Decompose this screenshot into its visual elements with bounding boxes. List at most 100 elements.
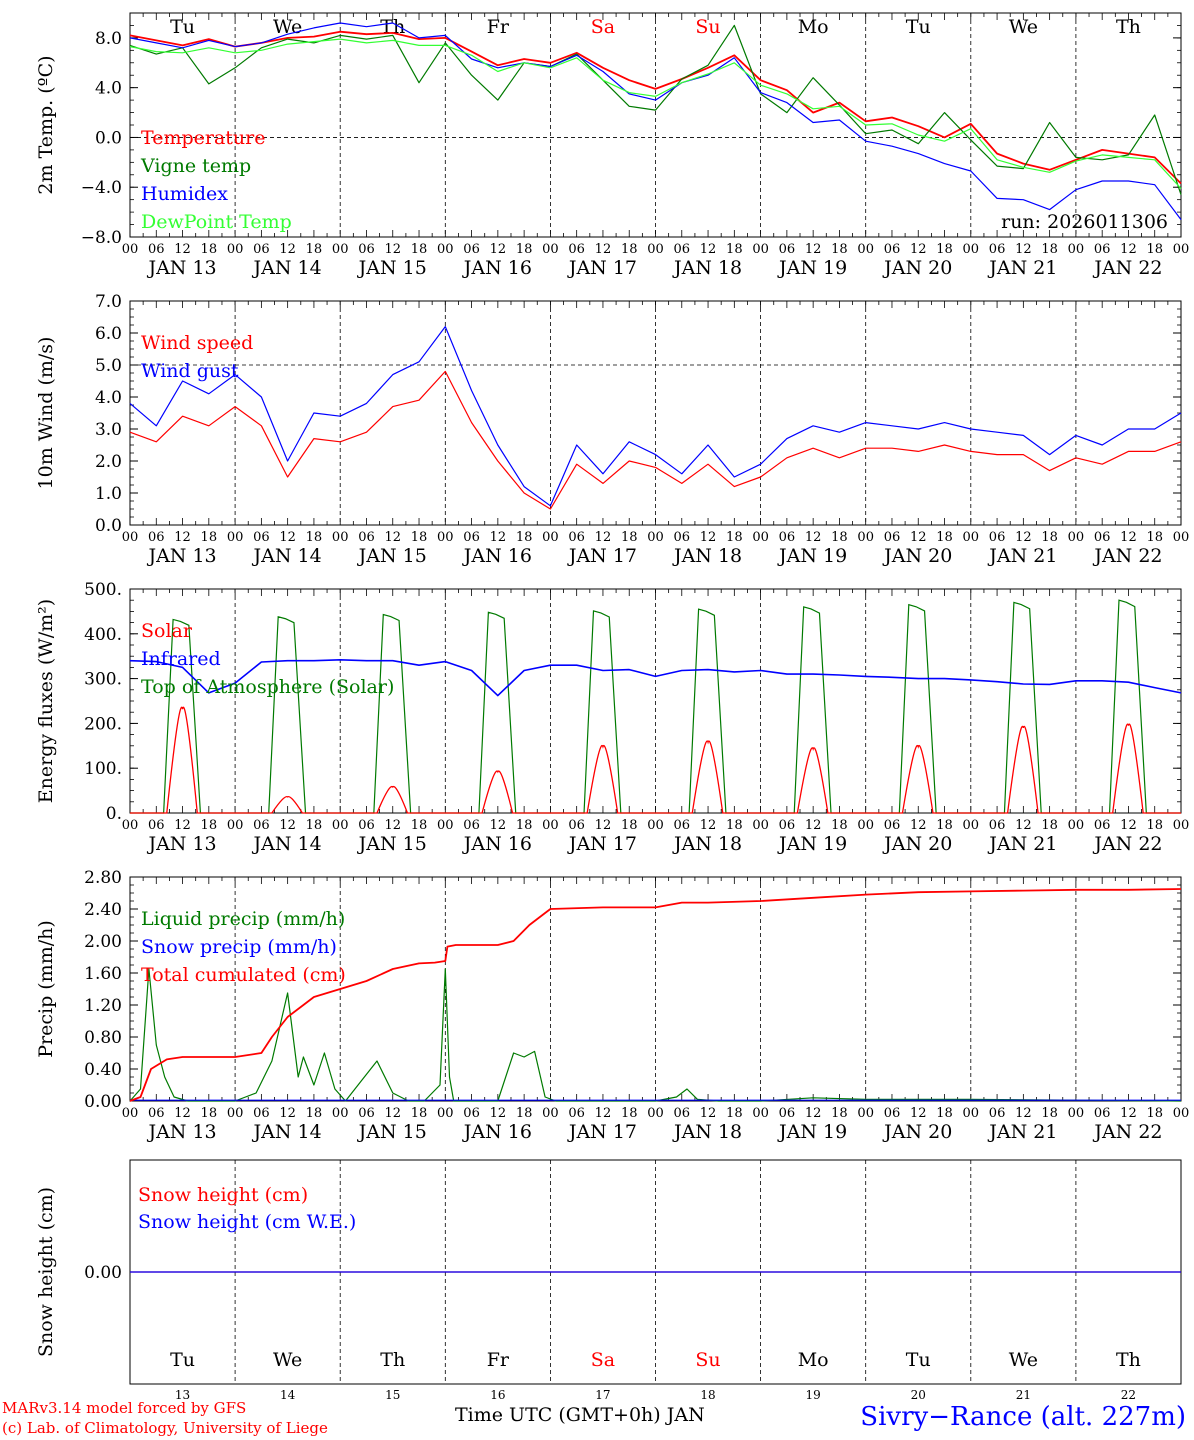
panel-snow: 0.00 Snow height (cm) Tu 13 We 14 Th 15 Fr 16 Sa 17…	[35, 1159, 1182, 1402]
day-number: 16	[490, 1388, 505, 1402]
hour-tick-label: 06	[884, 530, 901, 545]
y-tick-label: 400.	[84, 625, 122, 645]
total-cumulated-cm-line	[129, 888, 1182, 1102]
day-name: Mo	[798, 16, 829, 38]
y-tick-label: 3.0	[95, 420, 122, 440]
hour-tick-label: 06	[568, 242, 585, 257]
legend-entry: Humidex	[141, 183, 228, 205]
hour-tick-label: 06	[253, 530, 270, 545]
hour-tick-label: 18	[831, 242, 848, 257]
day-number: 15	[385, 1388, 400, 1402]
hour-tick-label: 12	[174, 818, 191, 833]
hour-tick-label: 00	[963, 530, 980, 545]
hour-tick-label: 18	[621, 818, 638, 833]
hour-tick-label: 00	[437, 530, 454, 545]
hour-tick-label: 00	[1173, 818, 1190, 833]
hour-tick-label: 06	[358, 530, 375, 545]
y-tick-label: 0.0	[95, 128, 122, 148]
hour-tick-label: 00	[752, 242, 769, 257]
hour-tick-label: 18	[1041, 1106, 1058, 1121]
hour-tick-label: 12	[174, 242, 191, 257]
hour-tick-label: 12	[805, 242, 822, 257]
day-name: Tu	[170, 1349, 195, 1371]
hour-tick-label: 00	[542, 1106, 559, 1121]
hour-tick-label: 12	[805, 530, 822, 545]
date-label: JAN 18	[672, 257, 742, 279]
dewpoint-temp-line	[129, 38, 1182, 189]
hour-tick-label: 12	[910, 1106, 927, 1121]
hour-tick-label: 12	[700, 242, 717, 257]
hour-tick-label: 12	[595, 242, 612, 257]
hour-tick-label: 00	[122, 242, 139, 257]
legend-entry: Top of Atmosphere (Solar)	[141, 676, 394, 698]
hour-tick-label: 12	[700, 1106, 717, 1121]
hour-tick-label: 00	[437, 818, 454, 833]
hour-tick-label: 18	[516, 818, 533, 833]
date-label: JAN 19	[777, 833, 847, 855]
hour-tick-label: 00	[752, 1106, 769, 1121]
model-credit-line2: (c) Lab. of Climatology, University of L…	[2, 1419, 328, 1437]
hour-tick-label: 00	[227, 818, 244, 833]
hour-tick-label: 12	[910, 818, 927, 833]
date-label: JAN 22	[1092, 1121, 1162, 1143]
y-axis-label: Precip (mm/h)	[35, 920, 57, 1058]
date-label: JAN 16	[462, 257, 532, 279]
hour-tick-label: 06	[779, 242, 796, 257]
hour-tick-label: 00	[122, 1106, 139, 1121]
vigne-temp-line	[129, 24, 1182, 195]
hour-tick-label: 18	[936, 530, 953, 545]
hour-tick-label: 12	[279, 242, 296, 257]
hour-tick-label: 18	[1041, 818, 1058, 833]
date-label: JAN 21	[987, 257, 1057, 279]
hour-tick-label: 18	[201, 1106, 218, 1121]
hour-tick-label: 00	[963, 818, 980, 833]
infrared-line	[129, 659, 1182, 697]
hour-tick-label: 12	[1015, 530, 1032, 545]
hour-tick-label: 12	[1015, 818, 1032, 833]
y-tick-label: 500.	[84, 580, 122, 600]
legend-entry: Solar	[141, 620, 193, 642]
y-axis-label: 10m Wind (m/s)	[35, 337, 57, 490]
y-tick-label: 300.	[84, 670, 122, 690]
hour-tick-label: 18	[516, 242, 533, 257]
hour-tick-label: 12	[595, 530, 612, 545]
hour-tick-label: 18	[621, 242, 638, 257]
day-number: 13	[175, 1388, 190, 1402]
date-label: JAN 21	[987, 1121, 1057, 1143]
hour-tick-label: 12	[490, 1106, 507, 1121]
hour-tick-label: 00	[1173, 242, 1190, 257]
date-label: JAN 13	[146, 833, 216, 855]
hour-tick-label: 12	[1120, 242, 1137, 257]
station-name: Sivry−Rance (alt. 227m)	[860, 1402, 1186, 1432]
y-tick-label: 200.	[84, 714, 122, 734]
y-tick-label: 0.00	[84, 1092, 122, 1112]
hour-tick-label: 06	[568, 530, 585, 545]
hour-tick-label: 18	[831, 1106, 848, 1121]
hour-tick-label: 06	[253, 242, 270, 257]
hour-tick-label: 00	[857, 530, 874, 545]
date-label: JAN 19	[777, 1121, 847, 1143]
y-tick-label: 1.60	[84, 964, 122, 984]
panel-temp: 8.04.00.0−4.0−8.02m Temp. (ºC)00 06 12 18JA…	[35, 12, 1190, 279]
wind-speed-line	[129, 370, 1182, 510]
y-tick-label: 0.	[106, 804, 122, 824]
date-label: JAN 14	[252, 1121, 322, 1143]
hour-tick-label: 00	[122, 530, 139, 545]
day-number: 21	[1016, 1388, 1031, 1402]
hour-tick-label: 06	[568, 1106, 585, 1121]
day-name: Fr	[487, 16, 510, 38]
hour-tick-label: 06	[989, 818, 1006, 833]
date-label: JAN 17	[567, 545, 637, 567]
day-number: 22	[1121, 1388, 1136, 1402]
hour-tick-label: 06	[884, 242, 901, 257]
day-name: We	[1009, 1349, 1038, 1371]
legend-entry: Liquid precip (mm/h)	[141, 908, 345, 930]
day-number: 20	[911, 1388, 926, 1402]
hour-tick-label: 06	[674, 1106, 691, 1121]
hour-tick-label: 00	[332, 242, 349, 257]
date-label: JAN 14	[252, 833, 322, 855]
date-label: JAN 14	[252, 257, 322, 279]
hour-tick-label: 12	[279, 818, 296, 833]
hour-tick-label: 18	[411, 530, 428, 545]
hour-tick-label: 00	[542, 530, 559, 545]
